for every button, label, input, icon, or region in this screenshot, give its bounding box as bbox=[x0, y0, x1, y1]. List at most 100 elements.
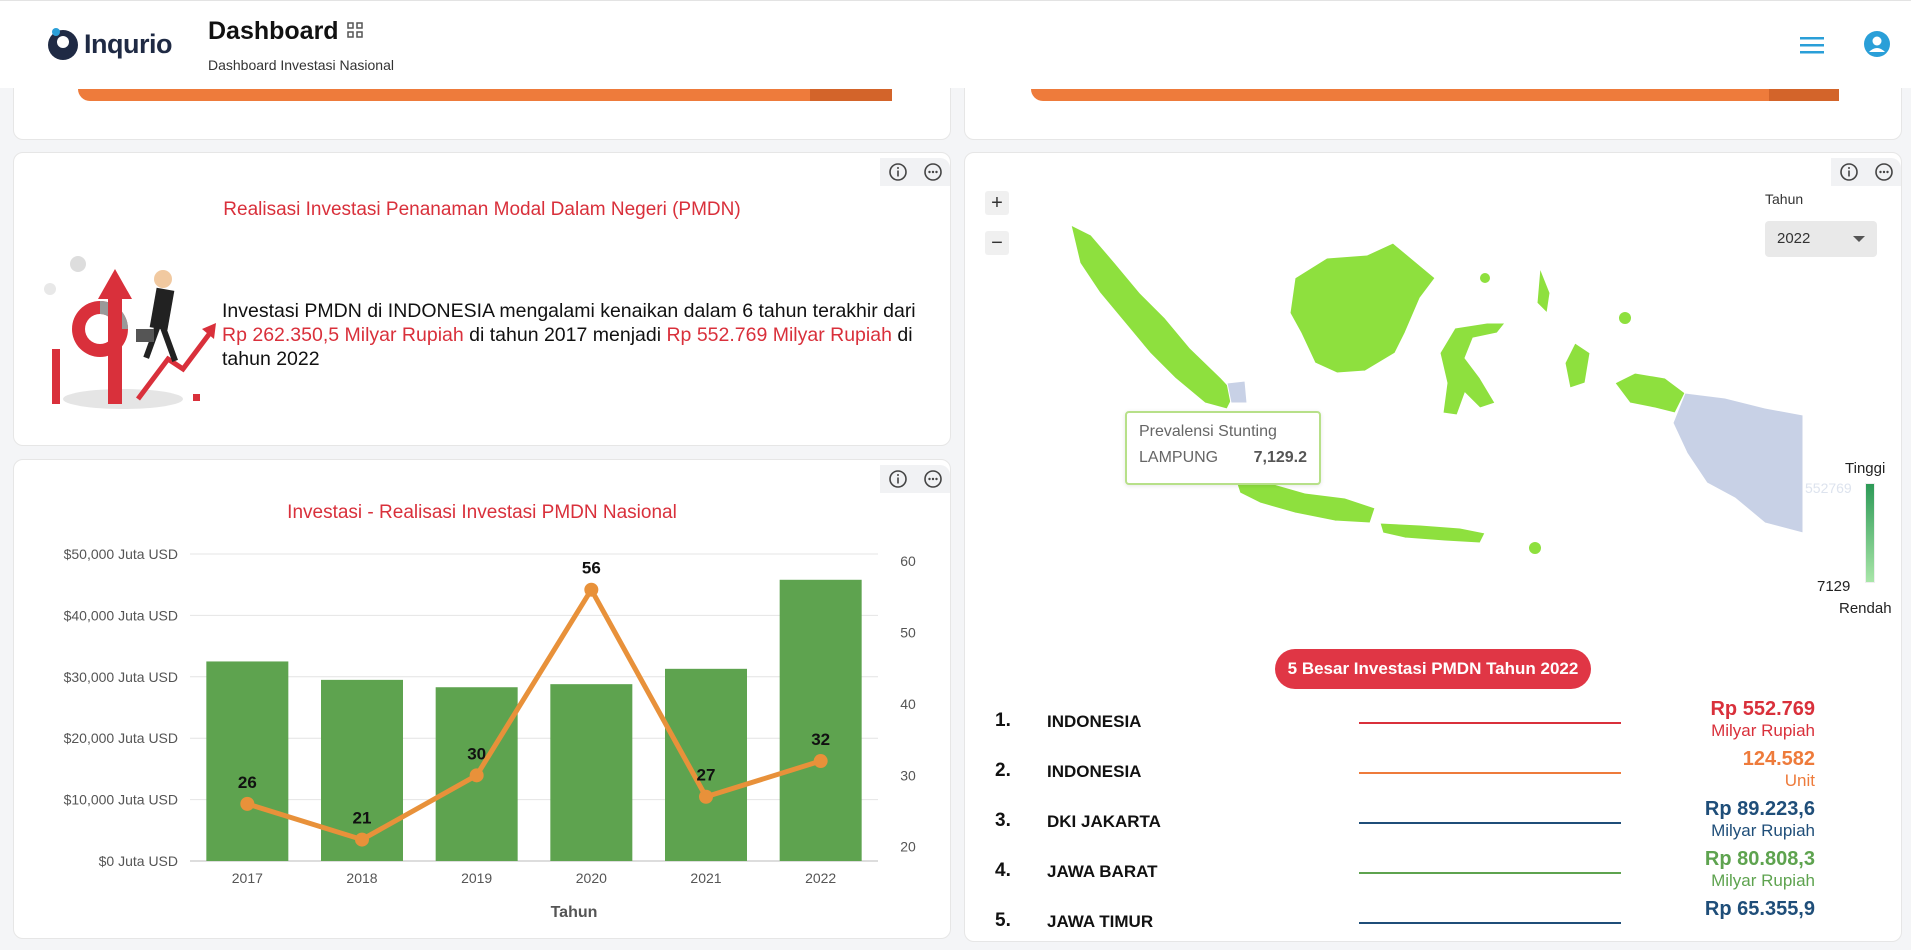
chart-title: Investasi - Realisasi Investasi PMDN Nas… bbox=[287, 502, 677, 523]
rank-region-name: DKI JAKARTA bbox=[1047, 812, 1161, 831]
orange-progress-bar bbox=[78, 89, 892, 101]
tooltip-value: 7,129.2 bbox=[1253, 449, 1307, 466]
rank-value: 124.582 bbox=[1742, 748, 1815, 770]
zoom-in-button[interactable]: + bbox=[985, 191, 1009, 215]
pmdn-chart-card: Investasi - Realisasi Investasi PMDN Nas… bbox=[13, 459, 951, 939]
top5-row[interactable]: 4. JAWA BARAT Rp 80.808,3 Milyar Rupiah bbox=[995, 848, 1895, 900]
map-region-kalimantan bbox=[1289, 242, 1436, 374]
x-tick-label: 2017 bbox=[232, 870, 263, 886]
tooltip-title: Prevalensi Stunting bbox=[1139, 423, 1277, 440]
rank-value: Rp 65.355,9 bbox=[1704, 898, 1815, 920]
rank-number: 5. bbox=[995, 910, 1011, 931]
y-left-tick-label: $20,000 Juta USD bbox=[64, 730, 178, 746]
y-right-tick-label: 20 bbox=[900, 839, 916, 855]
y-left-tick-label: $10,000 Juta USD bbox=[64, 792, 178, 808]
top5-row[interactable]: 5. JAWA TIMUR Rp 65.355,9 bbox=[995, 898, 1895, 950]
year-select-value: 2022 bbox=[1777, 230, 1811, 247]
line-series bbox=[246, 584, 822, 843]
zoom-out-button[interactable]: − bbox=[985, 231, 1009, 255]
line-point-2022 bbox=[813, 754, 828, 769]
y-left-tick-label: $30,000 Juta USD bbox=[64, 669, 178, 685]
hamburger-menu-icon[interactable] bbox=[1800, 35, 1824, 55]
info-icon[interactable] bbox=[880, 158, 915, 186]
bar-2022 bbox=[779, 579, 862, 861]
logo[interactable]: Inqurio bbox=[48, 27, 172, 60]
map-region-maluku bbox=[1564, 342, 1591, 389]
line-point-2019 bbox=[469, 768, 484, 783]
rank-region-name: JAWA BARAT bbox=[1047, 862, 1158, 881]
legend-color-scale[interactable] bbox=[1865, 483, 1875, 583]
map-region-papua bbox=[1672, 392, 1804, 534]
more-options-icon[interactable] bbox=[1866, 158, 1901, 186]
rank-value: Rp 80.808,3 bbox=[1704, 848, 1815, 870]
data-label: 21 bbox=[353, 809, 372, 828]
rank-unit: Unit bbox=[1784, 771, 1815, 790]
map-region-sulawesi bbox=[1439, 322, 1507, 416]
rank-region-name: INDONESIA bbox=[1047, 712, 1142, 731]
legend-min-value: 7129 bbox=[1817, 578, 1851, 595]
grid-icon[interactable] bbox=[347, 22, 363, 38]
rank-number: 2. bbox=[995, 760, 1011, 781]
more-options-icon[interactable] bbox=[915, 158, 950, 186]
x-tick-label: 2020 bbox=[576, 870, 607, 886]
summary-highlight-2017: Rp 262.350,5 Milyar Rupiah bbox=[222, 324, 464, 346]
tooltip-region: LAMPUNG bbox=[1139, 449, 1219, 466]
data-label: 32 bbox=[811, 730, 830, 749]
data-label: 26 bbox=[238, 773, 257, 792]
indonesia-choropleth-map[interactable] bbox=[965, 153, 1903, 573]
top5-row[interactable]: 2. INDONESIA 124.582 Unit bbox=[995, 748, 1895, 800]
summary-highlight-2022: Rp 552.769 Milyar Rupiah bbox=[666, 324, 892, 346]
user-avatar-icon[interactable] bbox=[1864, 31, 1890, 57]
pmdn-info-card: Realisasi Investasi Penanaman Modal Dala… bbox=[13, 152, 951, 446]
rank-number: 1. bbox=[995, 710, 1011, 731]
rank-value: Rp 89.223,6 bbox=[1704, 798, 1815, 820]
data-label: 56 bbox=[582, 559, 601, 578]
bar-2020 bbox=[550, 684, 633, 861]
map-region-island bbox=[1619, 312, 1631, 324]
pmdn-summary-text: Investasi PMDN di INDONESIA mengalami ke… bbox=[222, 299, 922, 371]
line-point-2020 bbox=[584, 582, 599, 597]
rank-bar-line bbox=[1359, 922, 1621, 924]
summary-part: di tahun 2022 bbox=[222, 324, 913, 370]
info-icon[interactable] bbox=[880, 465, 915, 493]
map-region-nusa-tenggara bbox=[1379, 522, 1486, 544]
card-actions bbox=[880, 158, 950, 186]
rank-region-name: INDONESIA bbox=[1047, 762, 1142, 781]
rank-number: 3. bbox=[995, 810, 1011, 831]
summary-part: Investasi PMDN di INDONESIA mengalami ke… bbox=[222, 300, 916, 322]
map-region-kepulauan-riau bbox=[1226, 380, 1248, 404]
rank-unit: Milyar Rupiah bbox=[1711, 821, 1815, 840]
top-bar: Inqurio Dashboard Dashboard Investasi Na… bbox=[0, 0, 1911, 88]
page-subtitle: Dashboard Investasi Nasional bbox=[208, 57, 394, 73]
y-right-tick-label: 60 bbox=[900, 553, 916, 569]
line-point-2018 bbox=[355, 832, 369, 847]
map-tooltip: Prevalensi Stunting LAMPUNG 7,129.2 bbox=[1125, 411, 1321, 485]
top5-row[interactable]: 3. DKI JAKARTA Rp 89.223,6 Milyar Rupiah bbox=[995, 798, 1895, 850]
y-right-tick-label: 50 bbox=[900, 625, 916, 641]
summary-part: di tahun 2017 menjadi bbox=[463, 324, 667, 346]
x-tick-label: 2019 bbox=[461, 870, 492, 886]
map-card: + − Tahun 2022 Prevalensi Stunting LAMPU… bbox=[964, 152, 1902, 942]
rank-number: 4. bbox=[995, 860, 1011, 881]
x-tick-label: 2018 bbox=[346, 870, 377, 886]
top5-row[interactable]: 1. INDONESIA Rp 552.769 Milyar Rupiah bbox=[995, 698, 1895, 750]
logo-icon bbox=[48, 27, 78, 60]
map-region-papua-barat bbox=[1614, 372, 1686, 414]
card-actions bbox=[880, 465, 950, 493]
line-point-2021 bbox=[699, 789, 713, 804]
top5-title-badge: 5 Besar Investasi PMDN Tahun 2022 bbox=[1275, 649, 1591, 689]
more-options-icon[interactable] bbox=[915, 465, 950, 493]
rank-bar-line bbox=[1359, 822, 1621, 824]
pmdn-card-title: Realisasi Investasi Penanaman Modal Dala… bbox=[223, 199, 741, 220]
rank-bar-line bbox=[1359, 872, 1621, 874]
y-right-tick-label: 40 bbox=[900, 696, 916, 712]
orange-progress-bar bbox=[1031, 89, 1839, 101]
x-tick-label: 2021 bbox=[690, 870, 721, 886]
map-region-maluku-utara bbox=[1536, 267, 1551, 315]
map-region-island bbox=[1480, 273, 1490, 283]
info-icon[interactable] bbox=[1831, 158, 1866, 186]
rank-unit: Milyar Rupiah bbox=[1711, 721, 1815, 740]
x-axis-label: Tahun bbox=[551, 904, 598, 921]
year-select[interactable]: 2022 bbox=[1765, 221, 1877, 257]
legend-low-label: Rendah bbox=[1839, 600, 1892, 617]
